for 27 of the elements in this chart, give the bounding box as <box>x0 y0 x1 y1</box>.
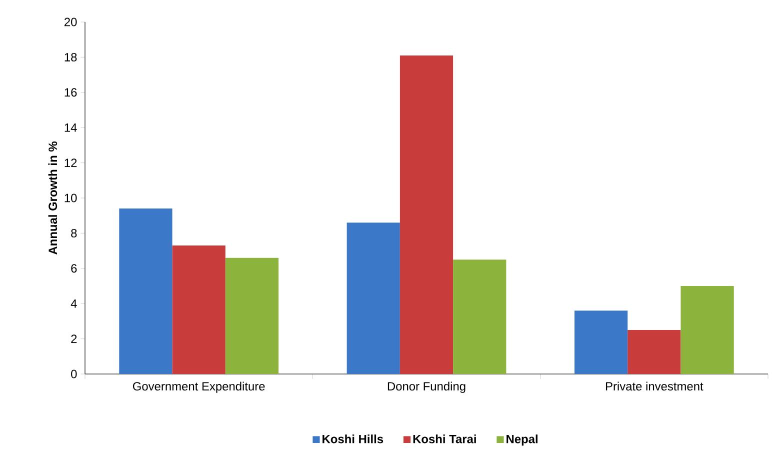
legend-label: Koshi Tarai <box>413 434 476 444</box>
legend-label: Nepal <box>506 434 538 446</box>
bar <box>628 330 681 374</box>
bar <box>453 260 506 374</box>
bar <box>172 246 226 374</box>
y-tick-label: 0 <box>71 370 77 378</box>
y-tick-label: 4 <box>70 299 77 308</box>
y-tick-label: 2 <box>71 334 77 343</box>
x-tick-label: Private investment <box>606 382 704 391</box>
y-tick-label: 6 <box>71 264 77 273</box>
y-tick-label: 12 <box>64 158 77 167</box>
y-axis-title: Annual Growth in % <box>48 142 58 254</box>
x-tick-label: Donor Funding <box>388 382 466 393</box>
y-tick-label: 16 <box>64 88 77 97</box>
bar <box>400 55 454 374</box>
y-tick-label: 18 <box>64 52 77 62</box>
bar <box>225 258 279 374</box>
x-tick-label: Government Expenditure <box>132 382 265 393</box>
legend-label: Koshi Hills <box>322 434 384 444</box>
bar <box>119 208 172 374</box>
y-tick-label: 14 <box>64 123 77 132</box>
bar <box>574 310 628 374</box>
bar <box>346 222 400 374</box>
y-tick-label: 10 <box>64 194 77 202</box>
y-tick-label: 20 <box>64 18 77 26</box>
y-tick-label: 8 <box>71 228 77 238</box>
bar <box>680 286 734 374</box>
